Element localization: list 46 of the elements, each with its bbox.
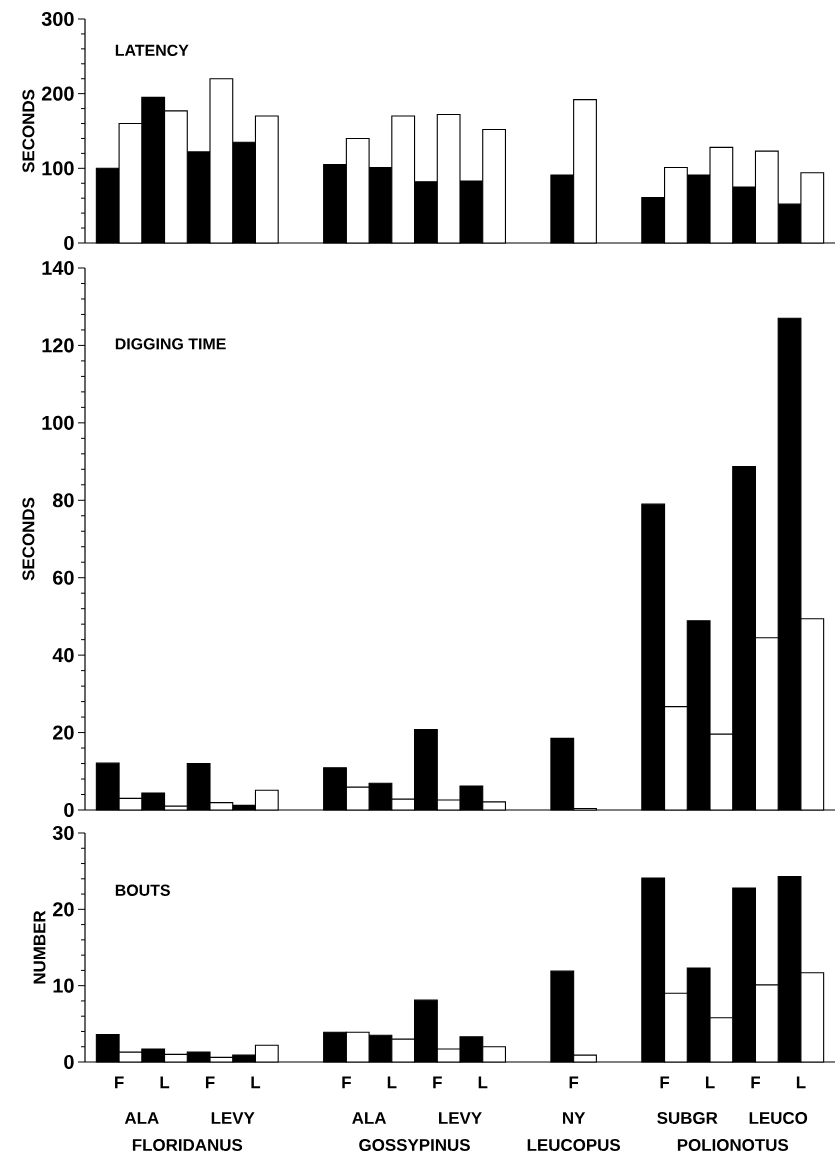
y-tick-label: 0 <box>64 802 74 818</box>
x-tick-label: F <box>751 1076 761 1089</box>
y-tick-label: 0 <box>64 235 74 251</box>
text: BOUTS <box>115 884 170 896</box>
x-tick-label: L <box>251 1076 261 1089</box>
y-tick-label: 0 <box>64 1054 74 1070</box>
y-tick-label: 80 <box>52 493 74 508</box>
x-tick-label: F <box>569 1076 579 1089</box>
text: NY <box>563 1112 586 1124</box>
text: GOSSYPINUS <box>359 1139 470 1151</box>
y-tick-label: 30 <box>52 825 74 841</box>
y-tick-label: 120 <box>42 338 74 353</box>
y-tick-label: 40 <box>52 648 74 663</box>
y-tick-label: 60 <box>53 570 74 585</box>
x-tick-label: L <box>705 1076 715 1089</box>
text: LEUCO <box>749 1112 808 1124</box>
text: DIGGING TIME <box>115 338 226 350</box>
y-axis-title: SECONDS <box>22 89 35 173</box>
x-tick-label: L <box>478 1076 488 1089</box>
x-tick-label: L <box>796 1076 806 1089</box>
text: POLIONOTUS <box>677 1139 789 1151</box>
x-tick-label: F <box>342 1076 351 1089</box>
y-tick-label: 20 <box>53 725 74 740</box>
y-tick-label: 100 <box>42 161 74 176</box>
x-tick-label: L <box>160 1076 170 1089</box>
x-tick-label: F <box>433 1076 442 1089</box>
y-tick-label: 300 <box>41 11 74 27</box>
text: LEVY <box>439 1112 482 1124</box>
y-tick-label: 140 <box>42 260 74 276</box>
text: SUBGR <box>657 1112 718 1124</box>
y-tick-label: 200 <box>41 86 74 101</box>
x-tick-label: F <box>660 1076 670 1089</box>
y-tick-label: 20 <box>53 902 74 917</box>
x-tick-label: L <box>387 1076 397 1089</box>
y-tick-label: 100 <box>42 415 74 430</box>
text: ALA <box>352 1112 387 1124</box>
x-tick-label: F <box>205 1076 215 1089</box>
text: FLORIDANUS <box>132 1139 243 1151</box>
y-axis-title: NUMBER <box>33 910 46 984</box>
text: LEVY <box>211 1112 255 1124</box>
y-axis-title: SECONDS <box>22 497 35 581</box>
text: ALA <box>124 1112 159 1124</box>
text: LATENCY <box>115 44 189 56</box>
y-tick-label: 10 <box>53 978 74 993</box>
text: LEUCOPUS <box>527 1139 621 1151</box>
x-tick-label: F <box>115 1076 124 1089</box>
